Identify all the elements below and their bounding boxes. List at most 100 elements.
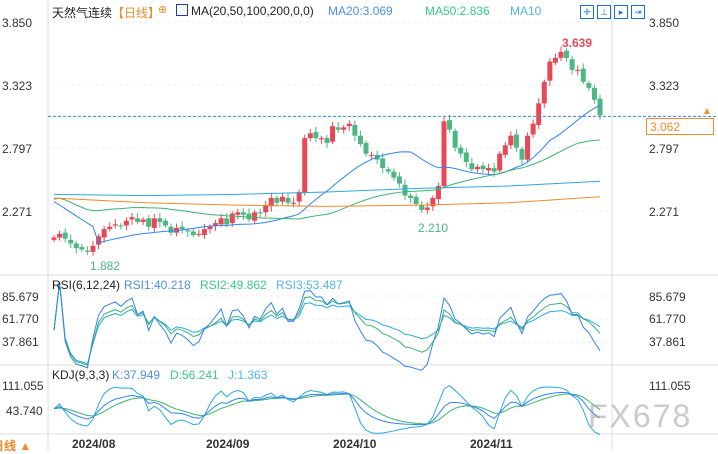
symbol-title: 天然气连续 [52,6,113,20]
candle-body [218,218,224,225]
marker-icon[interactable]: ▸ [614,5,628,19]
ma50-line [53,139,601,220]
candle-body [57,233,63,238]
candle-body [190,231,196,236]
settings-icon[interactable]: ⊕ [158,4,168,16]
rsi1-line [53,282,601,371]
candle-body [268,197,274,207]
candle-body [430,197,436,207]
candle-body [402,184,408,196]
candle-body [79,247,85,250]
j-value: J:1.363 [228,368,268,382]
date-tick: 2024/11 [470,437,513,451]
candle-body [62,232,68,239]
period-toggle[interactable]: 日线 ▲ [0,439,32,453]
candle-body [363,142,369,154]
candle-body [341,127,347,130]
candle-body [408,195,414,198]
indicator-icon[interactable] [176,4,188,16]
candle-body [357,135,363,145]
candle-body [486,168,492,171]
candle-body [162,220,168,226]
range-icon[interactable]: ⊥ [597,5,611,19]
candle-body [569,59,575,70]
candle-body [96,236,102,245]
candle-body [385,169,391,172]
rsi-label: RSI(6,12,24) [52,278,121,292]
low-label: 1.882 [90,259,121,273]
ma-label: MA(20,50,100,200,0,0) [191,4,314,18]
candle-body [519,148,525,160]
candle-body [469,163,475,170]
candle-body [291,202,297,204]
candle-body [435,185,441,200]
k-line [53,391,601,426]
candle-body [185,230,191,232]
candle-body [296,191,302,202]
rsi3-value: RSI3:53.487 [276,278,343,292]
candle-body [201,229,207,236]
candle-body [246,213,252,220]
rsi1-value: RSI1:40.218 [124,278,191,292]
current-price-label: 3.062 [646,118,714,135]
candle-body [224,218,230,225]
candle-body [257,212,263,214]
candle-body [90,245,96,252]
candle-body [413,196,419,204]
candle-body [285,197,291,203]
candle-body [474,166,480,170]
candle-body [346,123,352,127]
candle-body [480,165,486,170]
rsi2-line [53,282,601,366]
k-value: K:37.949 [112,368,161,382]
rsi-tick: 61.770 [2,312,39,326]
candle-body [352,124,358,136]
price-tick: 2.797 [2,142,33,156]
price-tick: 2.271 [2,205,33,219]
kdj-tick: 111.055 [2,379,44,393]
candle-body [558,51,564,58]
candle-body [263,205,269,213]
candle-body [591,87,597,100]
rsi2-value: RSI2:49.862 [200,278,267,292]
date-tick: 2024/08 [72,437,116,451]
candle-body [580,68,586,82]
candle-body [307,133,313,139]
candle-body [597,98,603,116]
candle-body [530,123,536,135]
date-tick: 2024/09 [206,437,250,451]
candle-body [51,237,57,240]
crosshair-icon[interactable]: ✛ [580,5,594,19]
rsi-tick: 85.679 [649,290,686,304]
ma20-line [53,105,601,244]
candle-body [157,218,163,222]
ma50-value: MA50:2.836 [425,4,490,18]
period-label[interactable]: 【日线】 [112,6,161,20]
candle-body [112,224,118,226]
candle-body [380,158,386,169]
candle-body [168,226,174,233]
price-tick: 2.271 [649,205,680,219]
candle-body [369,154,375,156]
candle-body [525,135,531,160]
ma20-value: MA20:3.069 [328,4,393,18]
candle-body [586,83,592,88]
price-tick: 3.850 [2,16,33,30]
candle-body [463,152,469,163]
candle-body [547,61,553,81]
candle-body [419,205,425,210]
candle-body [101,229,107,238]
exit-icon[interactable]: ⇥ [631,5,645,19]
candle-body [129,217,135,220]
candle-body [458,147,464,154]
candle-body [123,220,129,226]
ma100-line [53,180,601,197]
candle-body [508,135,514,146]
candle-body [575,69,581,71]
price-tick: 2.797 [649,142,680,156]
candle-body [107,226,113,230]
candle-body [441,121,447,186]
candle-body [318,138,324,140]
scroll-up-icon[interactable]: ▲ [702,106,712,117]
